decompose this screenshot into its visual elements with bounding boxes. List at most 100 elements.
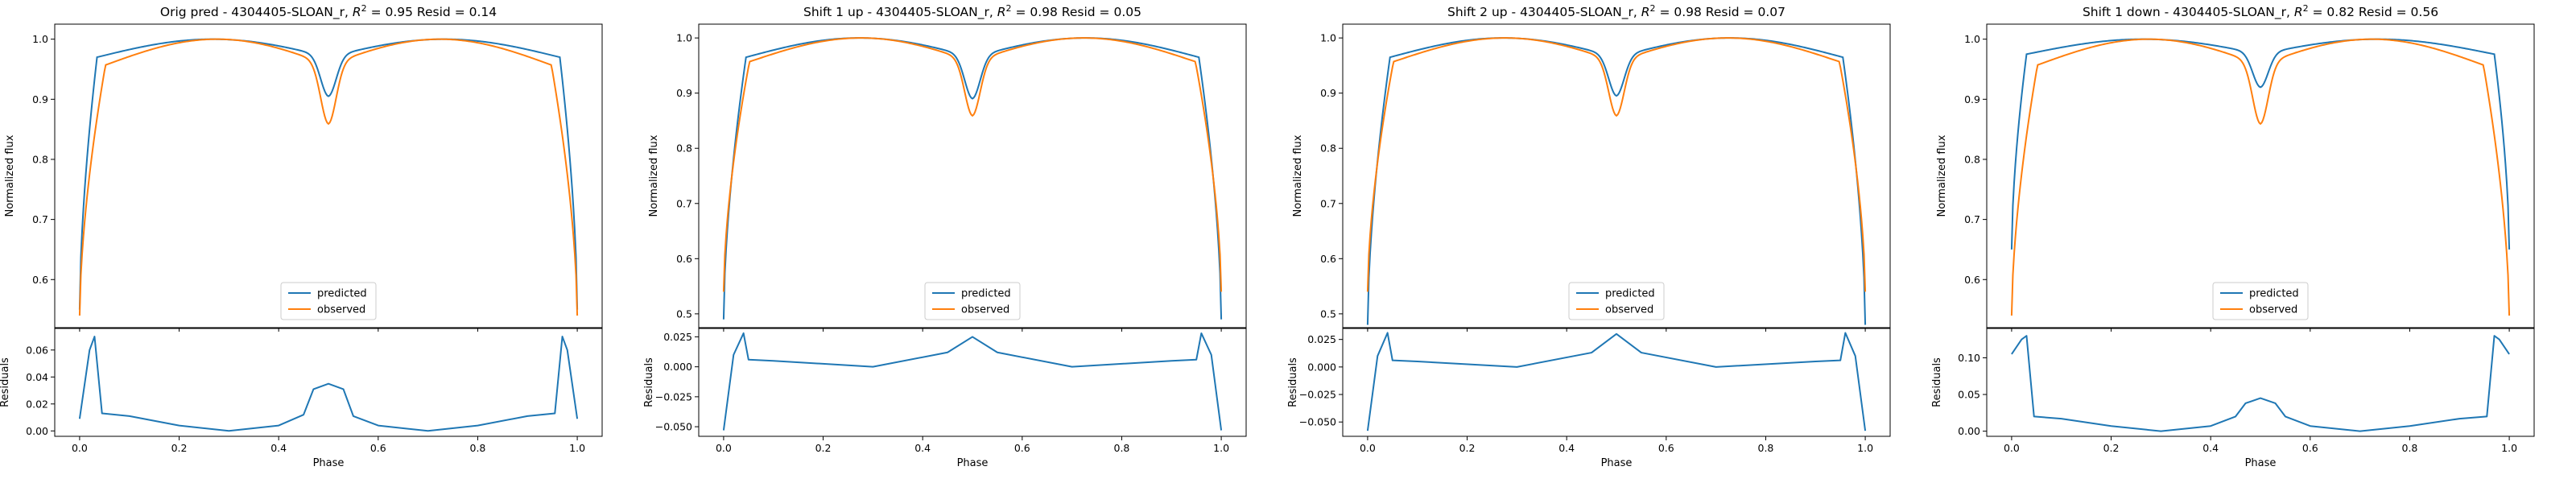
x-tick-label: 0.8 xyxy=(2402,442,2418,454)
residual-curve xyxy=(1366,332,1867,431)
x-tick-label: 0.0 xyxy=(1360,442,1376,454)
y-tick-label: 0.6 xyxy=(676,253,692,265)
y-tick-label: 1.0 xyxy=(1964,33,1980,45)
x-tick-label: 0.8 xyxy=(470,442,486,454)
resid-y-tick-label: −0.050 xyxy=(655,421,692,433)
y-axis-label: Normalized flux xyxy=(648,134,660,217)
legend-label-predicted: predicted xyxy=(2249,288,2299,300)
resid-y-tick-label: 0.05 xyxy=(1958,389,1980,401)
y-tick-label: 0.6 xyxy=(32,274,48,286)
resid-y-tick-label: −0.025 xyxy=(655,390,692,402)
chart-title: Shift 2 up - 4304405-SLOAN_r, R2 = 0.98 … xyxy=(1447,3,1785,21)
residual-axis-label: Residuals xyxy=(1287,357,1299,407)
observed-curve xyxy=(78,38,579,316)
y-tick-label: 0.9 xyxy=(676,87,692,99)
legend-label-observed: observed xyxy=(961,304,1009,316)
x-tick-label: 0.0 xyxy=(2004,442,2020,454)
residual-axis-label: Residuals xyxy=(643,357,655,407)
observed-curve xyxy=(2010,38,2511,316)
legend-box xyxy=(280,282,377,320)
resid-y-tick-label: 0.000 xyxy=(663,361,692,373)
x-tick-label: 0.0 xyxy=(716,442,732,454)
x-tick-label: 0.6 xyxy=(1658,442,1674,454)
legend-label-observed: observed xyxy=(1605,304,1653,316)
y-tick-label: 0.7 xyxy=(1964,213,1980,225)
legend-label-observed: observed xyxy=(317,304,365,316)
x-tick-label: 0.4 xyxy=(2202,442,2219,454)
residual-axis-label: Residuals xyxy=(0,357,11,407)
predicted-curve xyxy=(1366,37,1867,325)
panel-1: Orig pred - 4304405-SLOAN_r, R2 = 0.95 R… xyxy=(0,3,603,469)
main-axes-frame xyxy=(1986,23,2535,328)
y-tick-label: 1.0 xyxy=(676,32,692,44)
legend-label-predicted: predicted xyxy=(317,288,367,300)
observed-curve xyxy=(1366,37,1867,292)
x-tick-label: 0.8 xyxy=(1758,442,1774,454)
x-tick-label: 0.4 xyxy=(270,442,287,454)
residual-axes-frame xyxy=(698,328,1247,437)
chart-title: Shift 1 down - 4304405-SLOAN_r, R2 = 0.8… xyxy=(2083,3,2438,21)
legend: predicted observed xyxy=(2212,282,2309,320)
panel-2: Shift 1 up - 4304405-SLOAN_r, R2 = 0.98 … xyxy=(643,3,1247,469)
x-axis-label: Phase xyxy=(2245,457,2277,469)
y-tick-label: 0.8 xyxy=(676,142,692,155)
resid-y-tick-label: 0.025 xyxy=(1307,333,1336,345)
y-axis-label: Normalized flux xyxy=(4,134,16,217)
chart-title: Orig pred - 4304405-SLOAN_r, R2 = 0.95 R… xyxy=(160,3,497,21)
x-axis-label: Phase xyxy=(313,457,345,469)
predicted-curve xyxy=(2010,38,2511,250)
legend-label-predicted: predicted xyxy=(1605,288,1655,300)
legend: predicted observed xyxy=(924,282,1021,320)
x-axis-label: Phase xyxy=(1601,457,1633,469)
y-tick-label: 0.9 xyxy=(32,93,48,105)
legend: predicted observed xyxy=(280,282,377,320)
y-tick-label: 0.5 xyxy=(1320,308,1336,320)
main-axes-frame xyxy=(54,23,603,328)
x-tick-label: 1.0 xyxy=(2501,442,2517,454)
y-tick-label: 0.8 xyxy=(1320,142,1336,155)
legend: predicted observed xyxy=(1568,282,1665,320)
residual-axes-frame xyxy=(1342,328,1891,437)
x-tick-label: 0.2 xyxy=(171,442,188,454)
x-tick-label: 1.0 xyxy=(1213,442,1229,454)
x-tick-label: 1.0 xyxy=(569,442,585,454)
residual-axis-label: Residuals xyxy=(1931,357,1943,407)
resid-y-tick-label: 0.025 xyxy=(663,331,692,343)
x-tick-label: 0.2 xyxy=(815,442,832,454)
y-tick-label: 0.7 xyxy=(676,197,692,209)
x-axis-label: Phase xyxy=(957,457,989,469)
legend-label-observed: observed xyxy=(2249,304,2297,316)
resid-y-tick-label: 0.10 xyxy=(1958,352,1980,364)
resid-y-tick-label: 0.04 xyxy=(26,371,48,383)
residual-axes-frame xyxy=(54,328,603,437)
legend-box xyxy=(2212,282,2309,320)
resid-y-tick-label: −0.025 xyxy=(1299,389,1336,401)
predicted-curve xyxy=(78,38,579,310)
y-axis-label: Normalized flux xyxy=(1936,134,1948,217)
y-tick-label: 0.5 xyxy=(676,308,692,320)
panel-4: Shift 1 down - 4304405-SLOAN_r, R2 = 0.8… xyxy=(1931,3,2535,469)
y-axis-label: Normalized flux xyxy=(1292,134,1304,217)
panel-3: Shift 2 up - 4304405-SLOAN_r, R2 = 0.98 … xyxy=(1287,3,1891,469)
y-tick-label: 1.0 xyxy=(1320,32,1336,44)
y-tick-label: 0.9 xyxy=(1964,93,1980,105)
x-tick-label: 0.6 xyxy=(1014,442,1030,454)
observed-curve xyxy=(722,37,1223,292)
x-tick-label: 0.6 xyxy=(2302,442,2318,454)
x-tick-label: 0.0 xyxy=(72,442,88,454)
residual-axes-frame xyxy=(1986,328,2535,437)
y-tick-label: 0.8 xyxy=(1964,153,1980,165)
resid-y-tick-label: −0.050 xyxy=(1299,416,1336,428)
legend-box xyxy=(924,282,1021,320)
resid-y-tick-label: 0.000 xyxy=(1307,361,1336,373)
x-tick-label: 0.8 xyxy=(1114,442,1130,454)
residual-curve xyxy=(2011,335,2510,432)
y-tick-label: 0.9 xyxy=(1320,87,1336,99)
x-tick-label: 1.0 xyxy=(1857,442,1873,454)
y-tick-label: 0.6 xyxy=(1320,253,1336,265)
resid-y-tick-label: 0.02 xyxy=(26,398,48,410)
residual-curve xyxy=(78,336,579,432)
y-tick-label: 1.0 xyxy=(32,33,48,45)
legend-box xyxy=(1568,282,1665,320)
